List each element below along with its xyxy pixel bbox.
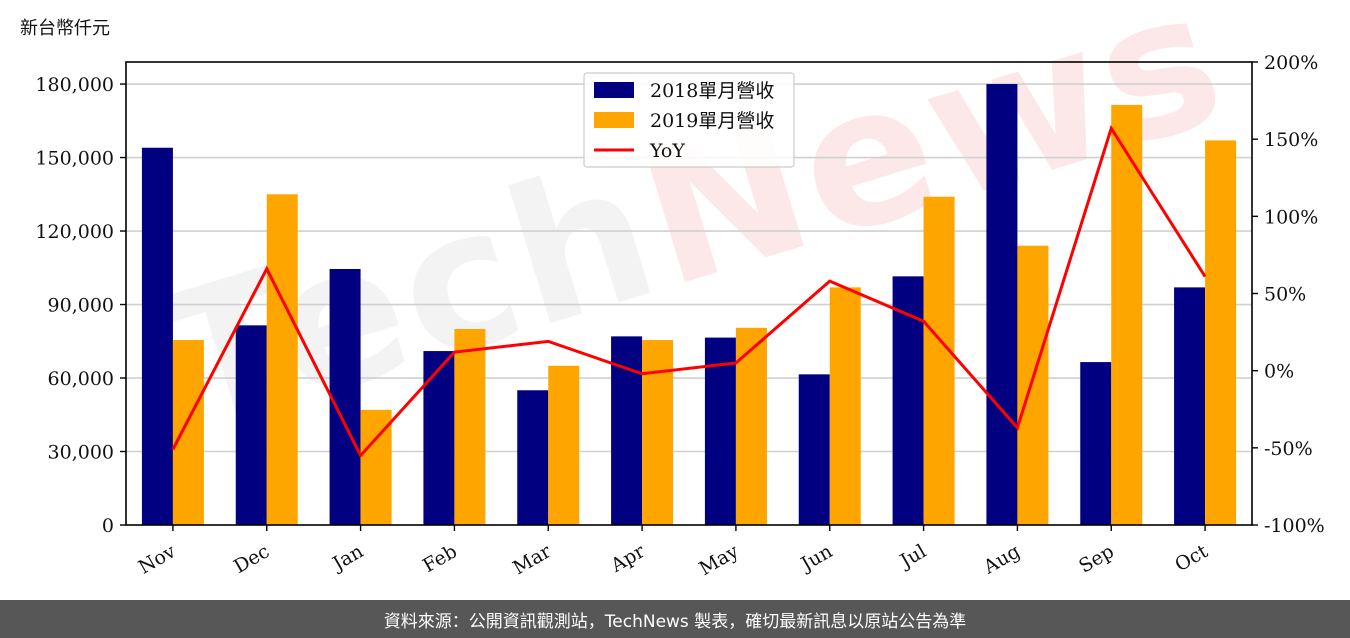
x-tick-label: May xyxy=(695,540,742,580)
x-tick-label: Dec xyxy=(230,540,273,578)
y-tick-label: 0 xyxy=(102,515,114,537)
y-axis-unit-label: 新台幣仟元 xyxy=(20,18,110,39)
y-tick-label: 120,000 xyxy=(35,221,114,243)
footer-text: 資料來源：公開資訊觀測站，TechNews 製表，確切最新訊息以原站公告為準 xyxy=(383,611,967,632)
legend-2019-swatch xyxy=(594,112,634,128)
legend-2018-label: 2018單月營收 xyxy=(650,80,774,102)
bar-2019-jun xyxy=(829,287,861,525)
yoy-line xyxy=(171,124,1207,459)
legend-2018-swatch xyxy=(594,82,634,98)
bar-2018-may xyxy=(704,337,736,525)
bar-2019-sep xyxy=(1111,104,1143,526)
x-tick-label: Mar xyxy=(509,540,555,579)
x-tick-label: Nov xyxy=(135,540,180,579)
x-tick-label: Jul xyxy=(895,540,930,573)
bar-2018-mar xyxy=(517,390,549,525)
bar-2018-jun xyxy=(798,374,830,525)
x-tick-label: Aug xyxy=(979,540,1024,579)
x-tick-label: Jan xyxy=(327,540,367,576)
bar-2019-feb xyxy=(454,329,486,525)
bar-2019-nov xyxy=(172,340,204,525)
y2-tick-label: 100% xyxy=(1264,206,1318,228)
y2-tick-label: 200% xyxy=(1264,52,1318,74)
bar-2018-dec xyxy=(235,325,267,525)
bar-2019-aug xyxy=(1017,245,1049,525)
y2-tick-label: 150% xyxy=(1264,129,1318,151)
bar-2019-apr xyxy=(642,340,674,525)
bar-2019-jul xyxy=(923,196,955,525)
x-tick-label: Apr xyxy=(606,540,649,577)
revenue-chart: 0 30,000 60,000 90,000 120,000 150,000 180,000… xyxy=(35,52,1325,580)
bar-2019-oct xyxy=(1205,140,1237,525)
y-tick-label: 180,000 xyxy=(35,74,114,96)
bar-2018-oct xyxy=(1174,287,1206,525)
legend-box xyxy=(583,72,795,168)
legend-2019-label: 2019單月營收 xyxy=(650,110,774,132)
bar-2018-nov xyxy=(141,147,173,526)
bar-2019-may xyxy=(735,327,767,525)
y-tick-label: 150,000 xyxy=(35,148,114,170)
x-tick-label: Feb xyxy=(419,540,461,577)
x-tick-label: Sep xyxy=(1075,540,1118,577)
bar-2019-mar xyxy=(548,365,580,525)
y-tick-label: 60,000 xyxy=(48,368,114,390)
legend-yoy-label: YoY xyxy=(649,140,685,162)
y2-tick-label: 0% xyxy=(1264,361,1294,383)
x-tick-label: Jun xyxy=(796,540,837,576)
source-footer: 資料來源：公開資訊觀測站，TechNews 製表，確切最新訊息以原站公告為準 xyxy=(0,600,1350,638)
y2-tick-label: 50% xyxy=(1264,284,1306,306)
yoy-line-layer xyxy=(171,124,1207,459)
bar-2019-dec xyxy=(266,194,298,526)
bar-2018-sep xyxy=(1080,362,1112,525)
y2-tick-label: -100% xyxy=(1264,515,1325,537)
y-tick-label: 30,000 xyxy=(48,442,114,464)
x-tick-label: Oct xyxy=(1171,540,1212,576)
y2-tick-label: -50% xyxy=(1264,438,1313,460)
y-tick-label: 90,000 xyxy=(48,295,114,317)
bar-2018-jan xyxy=(329,269,361,525)
bar-2018-feb xyxy=(423,351,455,525)
bar-2018-aug xyxy=(986,84,1018,526)
legend: 2018單月營收 2019單月營收 YoY xyxy=(583,72,795,168)
